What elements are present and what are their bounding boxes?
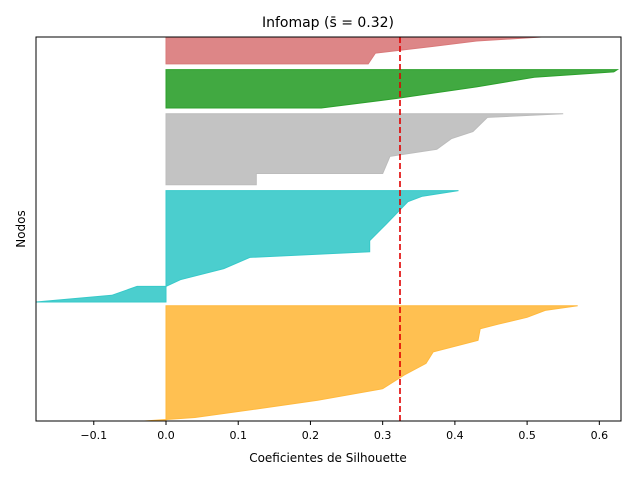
- cluster-silhouette-3: [165, 113, 564, 186]
- silhouette-clusters: [35, 36, 620, 422]
- cluster-silhouette-1: [165, 36, 542, 65]
- x-tick-label: 0.5: [518, 429, 536, 442]
- chart-title: Infomap (s̄ = 0.32): [262, 15, 394, 31]
- x-axis-ticks: −0.1 0.0 0.1 0.2 0.3 0.4 0.5 0.6: [80, 421, 608, 442]
- x-tick-label: 0.1: [229, 429, 247, 442]
- x-tick-label: 0.3: [374, 429, 392, 442]
- x-axis-label: Coeficientes de Silhouette: [249, 451, 407, 465]
- y-axis-label: Nodos: [14, 210, 28, 248]
- x-tick-label: 0.0: [157, 429, 175, 442]
- x-tick-label: 0.2: [302, 429, 320, 442]
- cluster-silhouette-5: [144, 305, 578, 422]
- x-tick-label: 0.6: [591, 429, 609, 442]
- x-tick-label: 0.4: [446, 429, 464, 442]
- x-tick-label: −0.1: [80, 429, 107, 442]
- cluster-silhouette-2: [165, 69, 620, 109]
- plot-frame: [35, 36, 622, 422]
- cluster-silhouette-4: [35, 190, 459, 303]
